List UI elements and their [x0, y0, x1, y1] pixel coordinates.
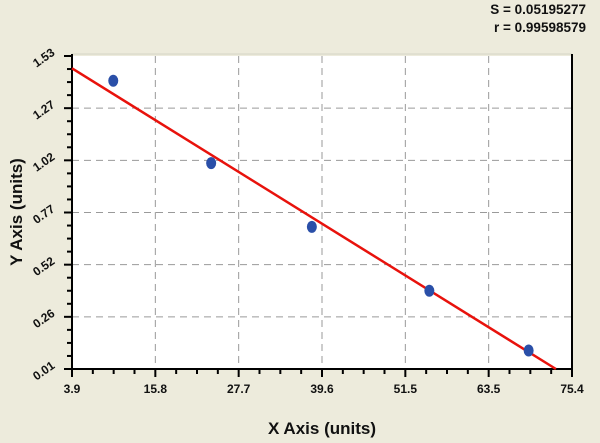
axes	[64, 53, 573, 377]
x-tick-label: 27.7	[227, 382, 251, 396]
y-tick-label: 0.26	[30, 306, 57, 331]
data-point	[206, 157, 217, 170]
data-point	[424, 284, 435, 297]
data-point	[306, 220, 317, 233]
x-axis-title: X Axis (units)	[268, 419, 376, 438]
x-tick-label: 63.5	[477, 382, 501, 396]
y-tick-label: 1.27	[30, 97, 57, 122]
x-tick-labels: 3.9 15.8 27.7 39.6 51.5 63.5 75.4	[64, 382, 584, 396]
y-tick-label: 0.77	[30, 202, 57, 227]
x-tick-label: 3.9	[64, 382, 81, 396]
data-series	[71, 67, 557, 371]
y-tick-label: 1.53	[30, 45, 57, 70]
grid-lines	[72, 56, 572, 369]
x-tick-label: 39.6	[310, 382, 334, 396]
y-tick-label: 1.02	[30, 149, 57, 174]
y-tick-label: 0.01	[30, 358, 57, 383]
x-tick-label: 51.5	[394, 382, 418, 396]
x-tick-label: 15.8	[144, 382, 168, 396]
r-value: r = 0.99598579	[494, 20, 586, 35]
y-tick-labels: 0.01 0.26 0.52 0.77 1.02 1.27 1.53	[30, 45, 57, 383]
x-tick-label: 75.4	[560, 382, 584, 396]
y-axis-title: Y Axis (units)	[7, 158, 26, 266]
data-point	[108, 74, 119, 87]
y-tick-label: 0.52	[30, 254, 57, 279]
fit-line	[71, 67, 557, 371]
fit-statistics: S = 0.05195277 r = 0.99598579	[490, 1, 586, 37]
s-value: S = 0.05195277	[490, 2, 586, 17]
data-point	[523, 344, 534, 357]
